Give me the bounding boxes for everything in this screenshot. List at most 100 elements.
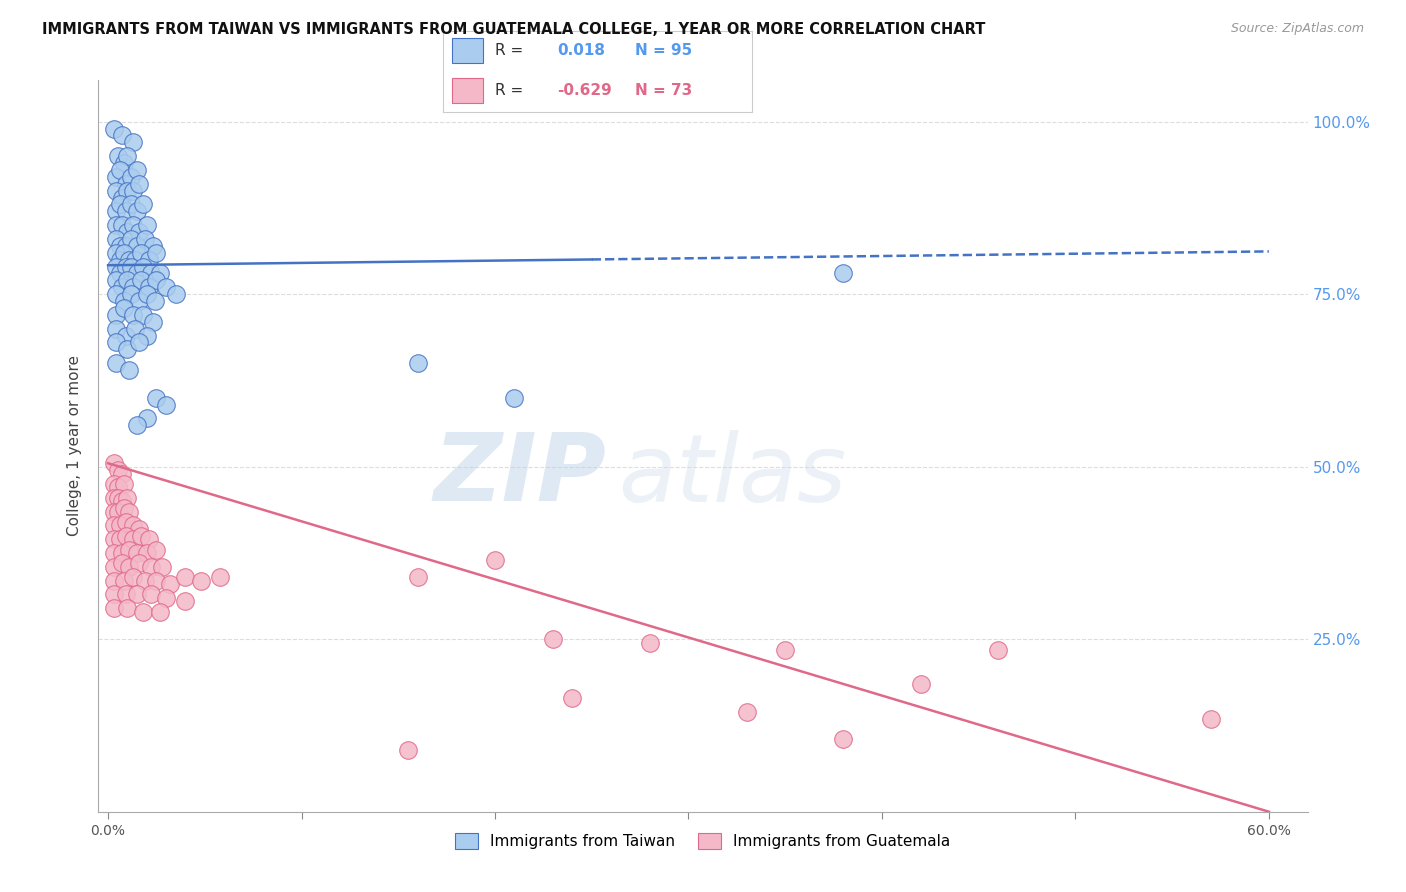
Point — [159, 577, 181, 591]
Point — [138, 252, 160, 267]
Point — [127, 587, 149, 601]
Point — [135, 218, 157, 232]
Point — [832, 267, 855, 281]
Point — [112, 294, 135, 309]
Point — [104, 308, 127, 322]
Point — [132, 308, 155, 322]
Point — [111, 546, 134, 560]
Point — [150, 559, 173, 574]
Text: R =: R = — [495, 83, 523, 98]
Text: atlas: atlas — [619, 430, 846, 521]
Point — [132, 197, 155, 211]
Point — [122, 308, 145, 322]
Text: ZIP: ZIP — [433, 429, 606, 521]
Point — [120, 169, 142, 184]
Point — [104, 321, 127, 335]
Point — [128, 177, 150, 191]
Point — [138, 280, 160, 294]
Point — [145, 273, 167, 287]
Point — [107, 149, 129, 163]
Point — [145, 542, 167, 557]
Y-axis label: College, 1 year or more: College, 1 year or more — [67, 356, 83, 536]
Point — [127, 546, 149, 560]
Point — [910, 677, 932, 691]
Point — [108, 252, 131, 267]
Point — [108, 197, 131, 211]
Point — [1199, 712, 1222, 726]
Point — [128, 557, 150, 571]
Point — [135, 411, 157, 425]
Point — [124, 321, 146, 335]
Point — [118, 363, 141, 377]
Point — [104, 356, 127, 370]
Point — [987, 642, 1010, 657]
Point — [103, 504, 125, 518]
Point — [396, 742, 419, 756]
Point — [108, 267, 131, 281]
Point — [122, 518, 145, 533]
Point — [111, 191, 134, 205]
Point — [104, 260, 127, 274]
Text: N = 95: N = 95 — [634, 43, 692, 58]
Point — [127, 418, 149, 433]
Point — [108, 239, 131, 253]
Point — [114, 515, 136, 529]
Legend: Immigrants from Taiwan, Immigrants from Guatemala: Immigrants from Taiwan, Immigrants from … — [449, 827, 957, 855]
Point — [104, 232, 127, 246]
Point — [103, 477, 125, 491]
Point — [128, 225, 150, 239]
Point — [114, 587, 136, 601]
Point — [122, 184, 145, 198]
Point — [114, 260, 136, 274]
Point — [108, 163, 131, 178]
Point — [406, 570, 429, 584]
Point — [117, 184, 139, 198]
Point — [143, 294, 166, 309]
FancyBboxPatch shape — [453, 78, 484, 103]
Point — [103, 532, 125, 546]
Point — [149, 605, 172, 619]
Point — [104, 245, 127, 260]
Point — [139, 267, 162, 281]
Point — [111, 557, 134, 571]
Point — [127, 163, 149, 178]
Point — [108, 532, 131, 546]
Text: IMMIGRANTS FROM TAIWAN VS IMMIGRANTS FROM GUATEMALA COLLEGE, 1 YEAR OR MORE CORR: IMMIGRANTS FROM TAIWAN VS IMMIGRANTS FRO… — [42, 22, 986, 37]
Point — [117, 149, 139, 163]
Point — [129, 245, 152, 260]
Point — [103, 559, 125, 574]
Point — [103, 121, 125, 136]
Point — [112, 301, 135, 315]
Point — [484, 553, 506, 567]
Point — [117, 343, 139, 357]
Point — [145, 245, 167, 260]
Point — [541, 632, 564, 647]
Point — [111, 280, 134, 294]
Point — [120, 260, 142, 274]
Point — [132, 260, 155, 274]
Point — [103, 546, 125, 560]
Point — [134, 232, 156, 246]
Point — [122, 280, 145, 294]
Point — [155, 280, 177, 294]
Text: -0.629: -0.629 — [557, 83, 612, 98]
Point — [104, 287, 127, 301]
Point — [135, 328, 157, 343]
Point — [111, 218, 134, 232]
Point — [103, 518, 125, 533]
Point — [138, 532, 160, 546]
Point — [127, 204, 149, 219]
Point — [638, 635, 661, 649]
Point — [190, 574, 212, 588]
Point — [174, 594, 197, 608]
Point — [107, 480, 129, 494]
Point — [103, 574, 125, 588]
Point — [122, 570, 145, 584]
Point — [128, 335, 150, 350]
Text: N = 73: N = 73 — [634, 83, 692, 98]
Point — [120, 287, 142, 301]
Point — [155, 398, 177, 412]
FancyBboxPatch shape — [453, 37, 484, 63]
Point — [107, 463, 129, 477]
Point — [108, 518, 131, 533]
